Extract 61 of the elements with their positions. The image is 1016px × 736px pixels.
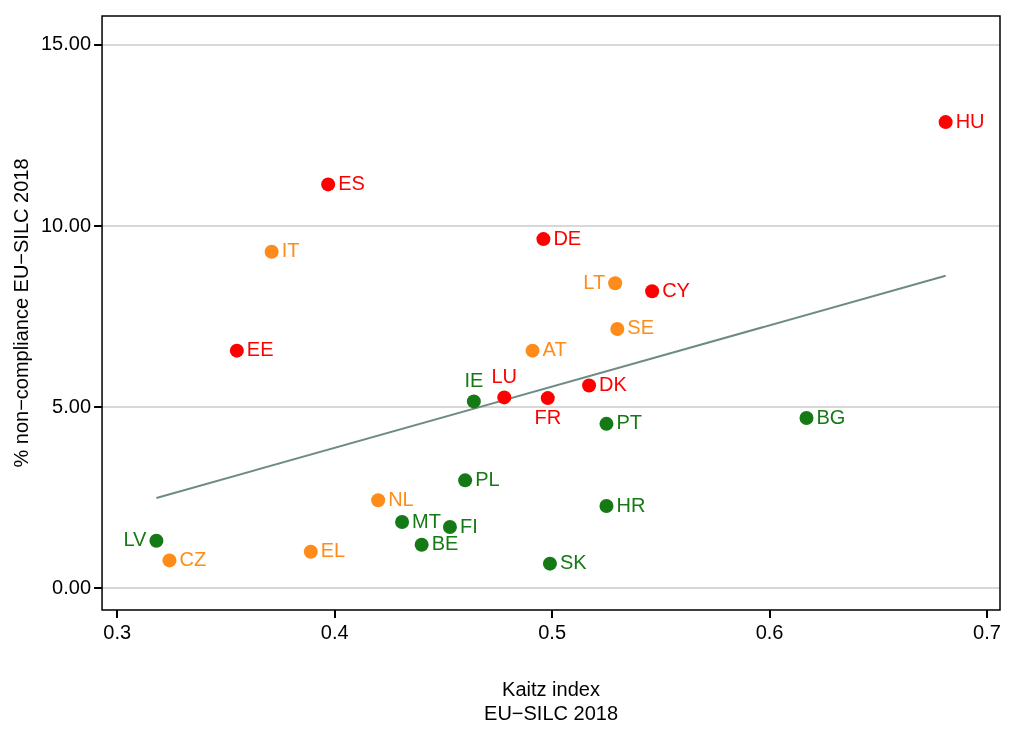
- y-tick-label: 5.00: [52, 394, 92, 417]
- point: [799, 411, 814, 426]
- x-tick-label: 0.5: [538, 620, 567, 643]
- point: [458, 473, 473, 488]
- x-tick-label: 0.3: [103, 620, 132, 643]
- point: [497, 390, 512, 405]
- point: [599, 416, 614, 431]
- data-label: MT: [412, 509, 441, 532]
- data-label: DK: [599, 372, 628, 395]
- data-label: SE: [627, 316, 655, 339]
- point: [371, 493, 386, 508]
- point: [442, 520, 457, 535]
- data-label: EE: [246, 338, 274, 361]
- data-label: IE: [464, 368, 484, 391]
- point: [466, 394, 481, 409]
- point: [599, 499, 614, 514]
- x-tick-label: 0.4: [320, 620, 349, 643]
- point: [395, 514, 410, 529]
- data-label: LT: [583, 270, 606, 293]
- data-label: FI: [459, 514, 478, 537]
- data-label: FR: [534, 405, 562, 428]
- x-axis-title: Kaitz index EU−SILC 2018: [484, 677, 619, 724]
- point: [162, 553, 177, 568]
- x-tick-label: 0.6: [755, 620, 784, 643]
- y-axis-title: % non−compliance EU−SILC 2018: [9, 158, 32, 468]
- data-label: PT: [616, 411, 643, 434]
- point: [608, 276, 623, 291]
- data-label: IT: [281, 239, 300, 262]
- data-label: ES: [338, 171, 365, 194]
- y-tick-label: 10.00: [40, 213, 92, 236]
- data-label: HU: [955, 109, 985, 132]
- data-label: BG: [816, 405, 846, 428]
- point: [536, 232, 551, 247]
- data-label: AT: [542, 338, 567, 361]
- data-label: HR: [616, 493, 646, 516]
- data-label: CZ: [179, 547, 207, 570]
- point: [229, 343, 244, 358]
- point: [303, 544, 318, 559]
- point: [264, 244, 279, 259]
- point: [938, 115, 953, 130]
- point: [540, 391, 555, 406]
- data-label: NL: [388, 487, 414, 510]
- y-tick-label: 0.00: [52, 575, 92, 598]
- data-label: EL: [320, 539, 346, 562]
- data-label: PL: [475, 467, 500, 490]
- data-label: CY: [662, 278, 690, 301]
- data-label: LU: [491, 364, 518, 387]
- point: [321, 177, 336, 192]
- point: [610, 321, 625, 336]
- data-label: LV: [123, 528, 148, 551]
- point: [582, 378, 597, 393]
- data-label: BE: [431, 532, 459, 555]
- point: [542, 556, 557, 571]
- x-tick-label: 0.7: [973, 620, 1001, 643]
- data-label: SK: [559, 551, 588, 574]
- point: [149, 533, 164, 548]
- point: [414, 537, 429, 552]
- point: [525, 343, 540, 358]
- data-label: DE: [553, 226, 582, 249]
- y-tick-label: 15.00: [40, 32, 92, 55]
- point: [645, 284, 660, 299]
